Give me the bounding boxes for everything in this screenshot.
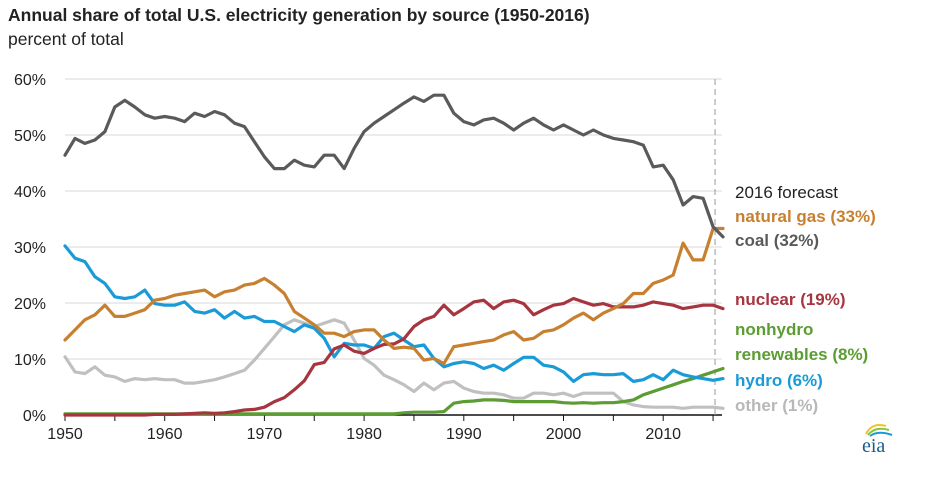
y-tick-label: 20% [14,296,46,313]
series-lines [63,93,725,417]
y-tick-label: 0% [23,408,46,425]
x-tick-label: 1960 [147,426,183,443]
legend-renewables: renewables (8%) [735,345,869,364]
gridlines [65,78,722,360]
x-tick-label: 2010 [645,426,681,443]
y-tick-label: 60% [14,72,46,89]
chart-title: Annual share of total U.S. electricity g… [8,5,590,25]
y-tick-label: 10% [14,352,46,369]
y-tick-label: 50% [14,128,46,145]
series-line-hydro [63,244,725,383]
legend-coal: coal (32%) [735,231,820,250]
y-tick-label: 40% [14,184,46,201]
y-axis-labels: 0% 10% 20% 30% 40% 50% 60% [14,72,46,425]
legend-other: other (1%) [735,396,819,415]
y-tick-label: 30% [14,240,46,257]
legend-hydro: hydro (6%) [735,371,823,390]
legend-natural-gas: natural gas (33%) [735,207,876,226]
x-tick-label: 1990 [446,426,482,443]
chart-subtitle: percent of total [8,29,124,49]
series-line-coal [63,93,725,239]
svg-text:eia: eia [862,435,885,457]
x-tick-label: 1950 [47,426,83,443]
x-axis: 1950 1960 1970 1980 1990 2000 2010 [47,79,722,443]
x-tick-label: 1970 [247,426,283,443]
series-line-other [63,318,725,410]
series-line-nuclear [63,296,725,417]
legend-nonhydro-line1: nonhydro [735,320,814,339]
series-line-natural-gas [63,226,725,366]
eia-logo-icon: eia [862,424,893,457]
legend-nuclear: nuclear (19%) [735,290,846,309]
legend-header: 2016 forecast [735,183,839,202]
x-tick-label: 1980 [346,426,382,443]
eia-logo: eia [858,418,898,458]
x-tick-label: 2000 [546,426,582,443]
